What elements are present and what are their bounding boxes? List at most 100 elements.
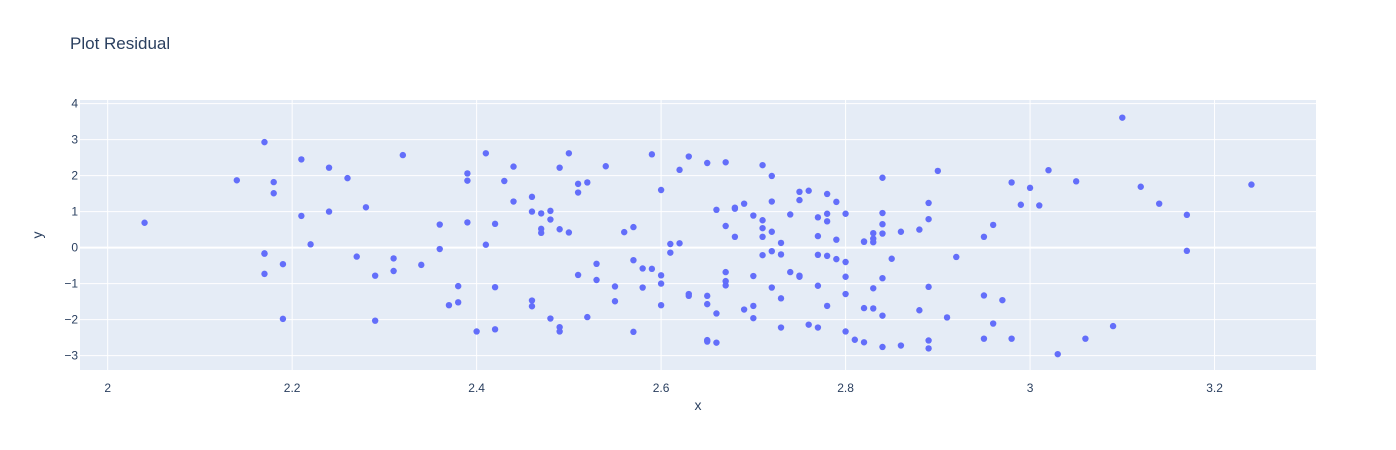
data-point [768, 228, 775, 235]
data-point [464, 219, 471, 226]
data-point [879, 209, 886, 217]
data-point [787, 268, 794, 276]
data-point [704, 159, 711, 167]
data-point [870, 305, 877, 312]
x-tick-label: 3 [1027, 381, 1034, 395]
data-point [759, 224, 766, 232]
data-point [556, 226, 563, 233]
data-point [934, 167, 942, 175]
data-point [833, 236, 840, 243]
data-point [777, 239, 785, 247]
data-point [657, 280, 665, 287]
data-point [860, 304, 868, 312]
data-point [325, 208, 333, 215]
data-point [704, 300, 711, 308]
data-point [1183, 211, 1191, 219]
data-point [1248, 181, 1255, 188]
data-point [731, 233, 739, 240]
data-point [298, 212, 305, 220]
data-point [897, 228, 905, 235]
data-point [722, 268, 729, 276]
data-point [676, 240, 683, 247]
x-tick-label: 2.4 [468, 381, 485, 395]
data-point [233, 177, 241, 184]
data-point [805, 187, 812, 194]
data-point [980, 335, 988, 342]
data-point [879, 312, 886, 319]
data-point [860, 339, 868, 346]
data-point [537, 229, 545, 237]
data-point [740, 200, 748, 207]
data-point [547, 315, 554, 322]
data-point [879, 275, 886, 282]
data-point [648, 265, 656, 273]
y-tick-label: 1 [71, 205, 78, 219]
data-point [759, 251, 766, 259]
data-point [537, 210, 545, 217]
data-point [796, 196, 803, 204]
data-point [473, 328, 480, 335]
data-point [279, 260, 287, 268]
y-tick-label: −2 [64, 313, 78, 327]
data-point [989, 221, 997, 229]
x-tick-label: 2.8 [837, 381, 854, 395]
data-point [556, 164, 563, 171]
y-tick-label: −1 [64, 277, 78, 291]
data-point [750, 314, 757, 322]
data-point [1109, 322, 1117, 330]
y-tick-label: 4 [71, 97, 78, 111]
tick-labels: 2 2.2 2.4 2.6 2.8 3 3.2 −3 −2 −1 0 1 2 3 4 [64, 97, 1223, 395]
data-points [141, 114, 1255, 358]
data-point [722, 282, 729, 289]
data-point [731, 204, 739, 211]
data-point [768, 198, 775, 205]
data-point [860, 238, 868, 245]
data-point [925, 215, 932, 223]
data-point [768, 248, 775, 255]
x-tick-label: 2.2 [284, 381, 301, 395]
data-point [750, 272, 757, 280]
data-point [261, 250, 268, 257]
data-point [270, 190, 277, 197]
data-point [879, 174, 886, 181]
data-point [528, 303, 536, 310]
data-point [648, 151, 656, 158]
data-point [270, 178, 277, 186]
data-point [722, 159, 729, 166]
data-point [777, 251, 785, 258]
data-point [574, 189, 582, 196]
data-point [261, 270, 268, 278]
data-point [768, 172, 775, 180]
data-point [593, 276, 600, 284]
plot-area [80, 100, 1316, 370]
data-point [390, 255, 397, 262]
data-point [713, 206, 720, 213]
data-point [630, 257, 637, 264]
data-point [141, 219, 148, 226]
data-point [418, 261, 425, 269]
data-point [833, 255, 840, 263]
data-point [436, 221, 443, 228]
y-tick-label: 2 [71, 169, 78, 183]
data-point [676, 166, 683, 174]
data-point [611, 283, 619, 290]
data-point [344, 174, 351, 182]
data-point [989, 320, 997, 327]
data-point [362, 204, 370, 211]
data-point [454, 299, 462, 306]
data-point [999, 296, 1006, 304]
data-point [298, 156, 305, 163]
data-point [1008, 179, 1015, 186]
data-point [547, 216, 554, 223]
data-point [759, 233, 766, 240]
data-point [768, 284, 775, 291]
data-point [888, 255, 895, 262]
data-point [371, 272, 379, 279]
chart-title: Plot Residual [70, 34, 171, 53]
data-point [704, 292, 711, 300]
data-point [704, 338, 711, 345]
data-point [593, 260, 600, 267]
data-point [639, 284, 646, 291]
data-point [796, 273, 803, 280]
data-point [897, 342, 905, 349]
